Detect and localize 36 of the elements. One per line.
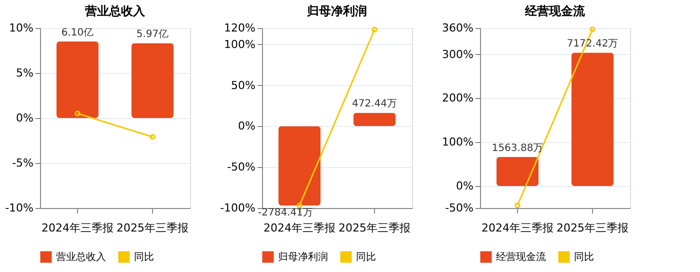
y-tick-label: -50%	[445, 202, 474, 214]
x-tick-label: 2024年三季报	[482, 222, 554, 234]
data-label: 472.44万	[352, 98, 397, 110]
y-tick-label: 5%	[16, 66, 34, 80]
y-tick-label: 360%	[442, 22, 474, 34]
y-tick-label: -10%	[5, 202, 34, 214]
legend-label: 同比	[574, 251, 594, 263]
legend-label: 营业总收入	[56, 251, 106, 263]
x-tick-label: 2025年三季报	[116, 222, 188, 234]
y-tick-label: 0%	[456, 180, 474, 193]
data-label: -2784.41万	[258, 208, 313, 219]
data-label: 6.10亿	[61, 28, 94, 39]
y-tick-label: 200%	[442, 92, 474, 105]
y-tick-label: 50%	[231, 78, 256, 92]
x-tick-label: 2025年三季报	[556, 222, 628, 234]
data-label: 5.97亿	[136, 29, 169, 40]
chart-title: 归母净利润	[306, 4, 367, 18]
y-tick-label: -5%	[12, 156, 34, 170]
x-tick-label: 2024年三季报	[264, 222, 336, 234]
y-tick-label: 0%	[238, 120, 256, 133]
y-tick-label: 120%	[224, 22, 256, 34]
y-tick-label: 0%	[16, 112, 34, 124]
y-tick-label: -50%	[227, 160, 256, 174]
legend-label: 经营现金流	[496, 251, 546, 263]
chart-title: 经营现金流	[524, 4, 586, 18]
legend-label: 归母净利润	[278, 251, 328, 263]
y-tick-label: -100%	[220, 202, 256, 214]
y-tick-label: 300%	[442, 48, 474, 61]
y-tick-label: 100%	[442, 136, 474, 149]
y-tick-label: 10%	[9, 22, 34, 34]
chart-title: 营业总收入	[84, 4, 146, 18]
legend-label: 同比	[356, 251, 376, 263]
x-tick-label: 2025年三季报	[338, 222, 410, 234]
legend-label: 同比	[134, 251, 154, 263]
x-tick-label: 2024年三季报	[42, 222, 114, 234]
y-tick-label: 100%	[224, 38, 256, 51]
